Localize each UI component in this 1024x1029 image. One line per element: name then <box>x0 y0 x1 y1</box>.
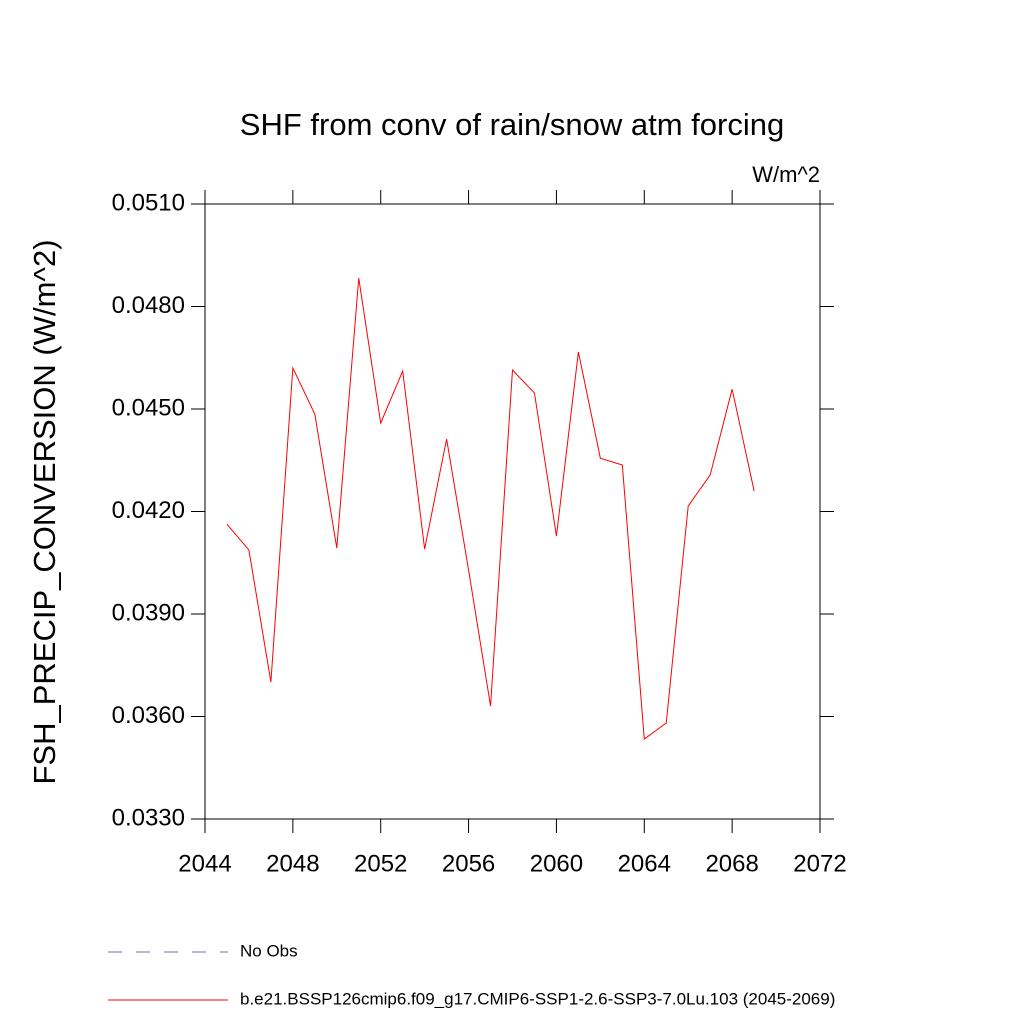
y-tick-label: 0.0420 <box>112 497 185 524</box>
x-tick-label: 2072 <box>793 850 846 877</box>
y-tick-label: 0.0330 <box>112 804 185 831</box>
chart-title: SHF from conv of rain/snow atm forcing <box>240 107 784 142</box>
x-tick-label: 2068 <box>705 850 758 877</box>
y-tick-label: 0.0510 <box>112 189 185 216</box>
x-tick-label: 2048 <box>266 850 319 877</box>
x-tick-label: 2044 <box>178 850 231 877</box>
x-tick-label: 2056 <box>442 850 495 877</box>
legend-label: No Obs <box>240 941 298 960</box>
y-axis-label: FSH_PRECIP_CONVERSION (W/m^2) <box>27 239 62 784</box>
plot-frame <box>204 203 821 820</box>
y-tick-label: 0.0480 <box>112 292 185 319</box>
y-tick-label: 0.0390 <box>112 599 185 626</box>
y-tick-label: 0.0450 <box>112 394 185 421</box>
data-line <box>226 278 755 740</box>
legend-label: b.e21.BSSP126cmip6.f09_g17.CMIP6-SSP1-2.… <box>240 989 835 1008</box>
x-tick-label: 2052 <box>354 850 407 877</box>
x-tick-label: 2064 <box>618 850 671 877</box>
y-tick-label: 0.0360 <box>112 702 185 729</box>
x-tick-label: 2060 <box>530 850 583 877</box>
units-label: W/m^2 <box>752 162 820 187</box>
